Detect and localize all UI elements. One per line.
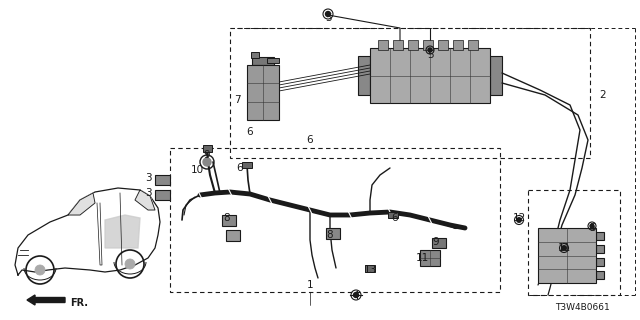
Bar — [528, 190, 620, 295]
Circle shape — [35, 265, 45, 275]
Bar — [267, 58, 279, 62]
Bar — [358, 56, 370, 95]
Bar — [596, 232, 604, 240]
Text: 6: 6 — [392, 213, 398, 223]
Text: 13: 13 — [364, 265, 376, 275]
Bar — [490, 56, 502, 95]
Text: 6: 6 — [237, 163, 243, 173]
Bar — [155, 175, 170, 185]
Text: 1: 1 — [307, 280, 314, 290]
Text: 8: 8 — [224, 213, 230, 223]
Bar — [155, 190, 170, 200]
Bar — [596, 245, 604, 253]
Bar — [222, 215, 236, 226]
Text: 9: 9 — [204, 150, 211, 160]
Text: 3: 3 — [145, 173, 151, 183]
Bar — [453, 40, 463, 50]
Bar — [247, 65, 279, 120]
Bar — [538, 228, 596, 283]
Text: 7: 7 — [234, 95, 240, 105]
Bar — [408, 40, 418, 50]
Circle shape — [590, 224, 594, 228]
FancyArrow shape — [27, 295, 65, 305]
Circle shape — [326, 12, 330, 17]
Text: 6: 6 — [246, 127, 253, 137]
Bar — [202, 145, 211, 151]
Bar — [251, 52, 259, 58]
Circle shape — [428, 48, 432, 52]
Text: 9: 9 — [433, 237, 439, 247]
Bar — [596, 271, 604, 279]
Text: 4: 4 — [353, 291, 359, 301]
Text: T3W4B0661: T3W4B0661 — [555, 303, 610, 313]
Bar — [326, 228, 340, 239]
Text: 3: 3 — [145, 188, 151, 198]
Bar — [393, 40, 403, 50]
Bar — [420, 250, 440, 266]
Text: 2: 2 — [600, 90, 606, 100]
Polygon shape — [135, 190, 155, 210]
Text: 6: 6 — [307, 135, 314, 145]
Circle shape — [125, 259, 135, 269]
Polygon shape — [15, 188, 160, 275]
Text: 5: 5 — [589, 223, 595, 233]
Bar — [388, 212, 398, 218]
Bar — [252, 57, 274, 65]
Text: FR.: FR. — [70, 298, 88, 308]
Text: 5: 5 — [324, 13, 332, 23]
Bar — [226, 230, 240, 241]
Bar — [432, 238, 446, 248]
Circle shape — [516, 218, 521, 222]
Bar — [468, 40, 478, 50]
Text: 12: 12 — [513, 213, 525, 223]
Bar — [378, 40, 388, 50]
Bar — [242, 162, 252, 168]
Polygon shape — [68, 193, 95, 215]
Bar — [438, 40, 448, 50]
Bar — [230, 28, 590, 158]
Bar — [170, 148, 500, 292]
Bar — [365, 265, 375, 271]
Bar — [423, 40, 433, 50]
Circle shape — [353, 292, 358, 298]
Circle shape — [562, 246, 566, 250]
Bar — [370, 48, 490, 103]
Text: 10: 10 — [191, 165, 204, 175]
Bar — [596, 258, 604, 266]
Circle shape — [203, 158, 211, 166]
Text: 11: 11 — [557, 243, 571, 253]
Text: 5: 5 — [427, 50, 433, 60]
Text: 8: 8 — [326, 230, 333, 240]
Text: 11: 11 — [415, 253, 429, 263]
Polygon shape — [105, 215, 140, 248]
